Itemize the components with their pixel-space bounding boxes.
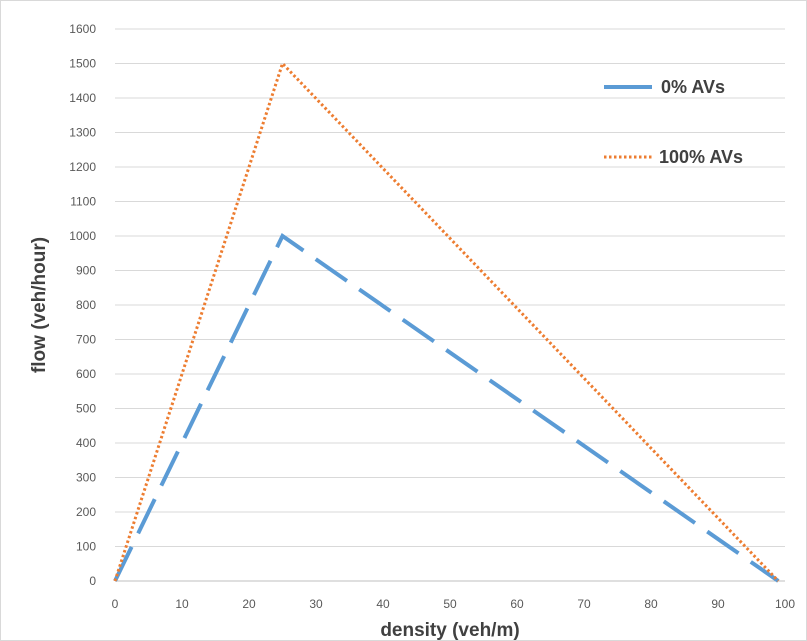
y-tick-label-900: 900 (76, 264, 96, 278)
y-tick-label-1100: 1100 (70, 195, 96, 209)
x-tick-label-50: 50 (443, 597, 457, 611)
grid-layer (115, 28, 785, 582)
y-tick-labels: 0 100 200 300 400 500 600 700 800 900 1000 1100 1200… (69, 22, 96, 588)
y-tick-label-800: 800 (76, 298, 96, 312)
y-tick-label-400: 400 (76, 436, 96, 450)
y-tick-label-1000: 1000 (69, 229, 96, 243)
x-tick-label-60: 60 (510, 597, 524, 611)
y-tick-label-1600: 1600 (69, 22, 96, 36)
legend: 0% AVs 100% AVs (604, 77, 743, 167)
y-tick-label-100: 100 (76, 540, 96, 554)
y-tick-label-1400: 1400 (69, 91, 96, 105)
x-tick-labels: 0 10 20 30 40 50 60 70 80 90 100 (112, 597, 796, 611)
x-axis-title: density (veh/m) (380, 620, 519, 641)
y-tick-label-1300: 1300 (69, 126, 96, 140)
y-tick-label-1500: 1500 (69, 57, 96, 71)
x-tick-label-30: 30 (309, 597, 323, 611)
y-tick-label-500: 500 (76, 402, 96, 416)
x-tick-label-0: 0 (112, 597, 119, 611)
y-tick-label-600: 600 (76, 367, 96, 381)
legend-label-100-avs: 100% AVs (659, 147, 743, 167)
x-tick-label-90: 90 (711, 597, 725, 611)
y-axis-title: flow (veh/hour) (29, 237, 50, 373)
legend-label-0-avs: 0% AVs (661, 77, 725, 97)
x-tick-label-80: 80 (644, 597, 658, 611)
x-tick-label-10: 10 (175, 597, 189, 611)
y-tick-label-300: 300 (76, 471, 96, 485)
series-layer (113, 60, 780, 583)
x-tick-label-70: 70 (577, 597, 591, 611)
series-line-0-avs (113, 233, 780, 583)
y-tick-label-1200: 1200 (69, 160, 96, 174)
series-line-100-avs (113, 60, 780, 583)
x-tick-label-100: 100 (775, 597, 795, 611)
y-tick-label-0: 0 (89, 574, 96, 588)
y-tick-label-700: 700 (76, 333, 96, 347)
y-tick-label-200: 200 (76, 505, 96, 519)
x-tick-label-40: 40 (376, 597, 390, 611)
x-tick-label-20: 20 (242, 597, 256, 611)
